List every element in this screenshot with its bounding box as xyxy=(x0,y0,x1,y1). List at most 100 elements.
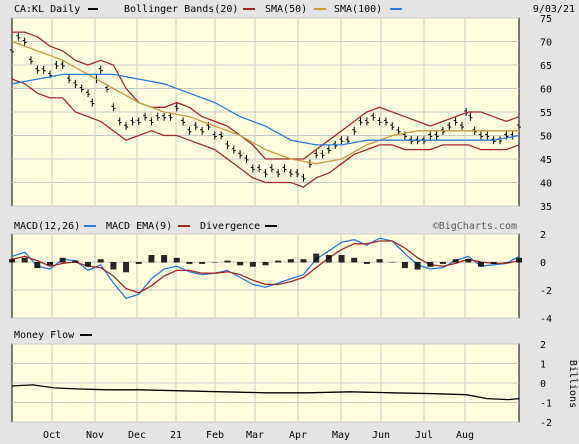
divergence-bar xyxy=(211,262,218,263)
divergence-bar xyxy=(123,262,130,273)
price-series xyxy=(10,31,521,188)
price-bar xyxy=(225,140,230,149)
price-bar xyxy=(98,65,103,74)
price-grid xyxy=(12,17,519,207)
divergence-bar xyxy=(490,262,497,264)
y-tick-label: 40 xyxy=(540,179,552,190)
price-bar xyxy=(295,169,300,178)
divergence-bar xyxy=(237,262,244,266)
price-bar xyxy=(244,155,249,163)
price-bar xyxy=(396,126,401,135)
price-bar xyxy=(269,164,274,173)
divergence-bar xyxy=(313,253,320,263)
legend-sma50: SMA(50) xyxy=(265,4,307,15)
price-bar xyxy=(143,112,148,121)
price-bar xyxy=(212,131,217,140)
divergence-bar xyxy=(338,255,345,263)
divergence-bar xyxy=(439,262,446,264)
price-bar xyxy=(485,131,490,140)
divergence-bar xyxy=(21,257,28,263)
moneyflow-grid xyxy=(12,343,519,423)
price-bar xyxy=(181,117,186,126)
y-tick-label: 1 xyxy=(540,360,546,371)
price-bar xyxy=(67,75,72,84)
price-bar xyxy=(136,117,141,126)
macd-y-axis: -4 -2 0 2 xyxy=(540,230,552,325)
price-bar xyxy=(320,150,325,159)
price-bar xyxy=(35,65,40,74)
y-tick-label: 50 xyxy=(540,132,552,143)
price-bar xyxy=(250,164,255,173)
price-bar xyxy=(339,136,344,145)
moneyflow-y-axis: -2 -1 0 1 2 xyxy=(540,340,552,429)
price-bar xyxy=(257,164,262,173)
x-tick-label: Jun xyxy=(372,430,390,441)
divergence-bar xyxy=(72,260,79,263)
price-bar xyxy=(345,136,350,145)
price-bar xyxy=(16,32,21,41)
divergence-bar xyxy=(34,262,41,269)
price-bar xyxy=(73,79,78,88)
bollinger-band-line xyxy=(12,31,520,160)
price-bar xyxy=(352,126,357,135)
price-bar xyxy=(174,103,179,112)
y-tick-label: 2 xyxy=(540,230,546,241)
price-y-axis: 35 40 45 50 55 60 65 70 75 xyxy=(540,14,552,213)
legend-macd: MACD(12,26) xyxy=(14,221,80,232)
legend-divergence: Divergence xyxy=(200,221,260,232)
price-bar xyxy=(314,150,319,159)
price-bar xyxy=(390,122,395,131)
bigcharts-watermark: ©BigCharts.com xyxy=(433,221,517,232)
divergence-bar xyxy=(363,262,370,264)
x-tick-label: May xyxy=(332,430,350,441)
divergence-bar xyxy=(287,259,294,263)
price-bar xyxy=(231,145,236,154)
divergence-bar xyxy=(389,262,396,263)
x-tick-label: 21 xyxy=(170,430,182,441)
divergence-bar xyxy=(477,262,484,267)
price-bar xyxy=(193,122,198,131)
y-tick-label: 0 xyxy=(540,258,546,269)
price-bar xyxy=(54,61,59,69)
legend-sma100: SMA(100) xyxy=(334,4,382,15)
chart-symbol-label: CA:KL Daily xyxy=(14,4,80,15)
macd-plot-area xyxy=(11,233,520,319)
price-bar xyxy=(86,89,91,98)
divergence-bar xyxy=(85,262,92,267)
divergence-bar xyxy=(300,259,307,263)
x-tick-label: Dec xyxy=(128,430,146,441)
y-tick-label: 75 xyxy=(540,14,552,25)
divergence-bar xyxy=(351,257,358,263)
price-bar xyxy=(288,169,293,178)
x-axis: Oct Nov Dec 21 Feb Mar Apr May Jun Jul Aug xyxy=(43,430,474,441)
divergence-bar xyxy=(249,262,256,267)
divergence-bar xyxy=(275,260,282,263)
y-tick-label: 55 xyxy=(540,108,552,119)
price-bar xyxy=(149,117,154,126)
macd-series xyxy=(9,237,522,300)
divergence-bar xyxy=(97,259,104,263)
price-bar xyxy=(517,122,521,131)
price-bar xyxy=(377,117,382,126)
x-tick-label: Apr xyxy=(289,430,307,441)
divergence-bar xyxy=(59,257,66,263)
price-bar xyxy=(238,150,243,159)
price-bar xyxy=(90,98,95,107)
price-bar xyxy=(364,117,369,126)
price-bar xyxy=(383,117,388,126)
divergence-bar xyxy=(516,257,522,263)
price-bar xyxy=(22,37,27,46)
price-bar xyxy=(459,122,464,131)
price-bar xyxy=(282,164,287,173)
price-bar xyxy=(41,65,46,74)
y-tick-label: -2 xyxy=(540,418,552,429)
divergence-bar xyxy=(325,255,332,263)
x-tick-label: Mar xyxy=(246,430,264,441)
price-bar xyxy=(117,117,122,126)
legend-bollinger: Bollinger Bands(20) xyxy=(124,4,238,15)
divergence-bar xyxy=(161,255,168,263)
price-bar xyxy=(10,46,14,55)
price-bar xyxy=(79,84,84,93)
x-tick-label: Oct xyxy=(43,430,61,441)
divergence-bar xyxy=(414,262,421,270)
